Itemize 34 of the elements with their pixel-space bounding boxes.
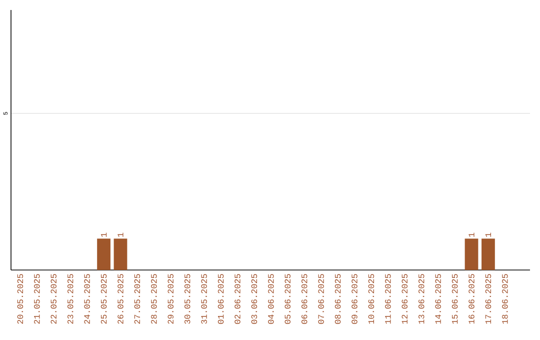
x-tick-label: 10.06.2025 (368, 274, 374, 324)
x-tick-label: 03.06.2025 (251, 274, 258, 324)
data-label: 1 (118, 232, 124, 237)
data-label: 1 (100, 232, 107, 237)
x-tick-label: 24.05.2025 (84, 274, 90, 324)
x-tick-label: 16.06.2025 (468, 274, 474, 324)
x-tick-label: 14.06.2025 (435, 274, 441, 324)
x-tick-label: 17.06.2025 (485, 274, 492, 324)
x-tick-label: 18.06.2025 (502, 274, 508, 324)
x-tick-label: 04.06.2025 (268, 274, 274, 324)
x-tick-label: 05.06.2025 (284, 274, 291, 324)
x-tick-label: 08.06.2025 (334, 274, 341, 324)
x-tick-label: 28.05.2025 (151, 274, 157, 324)
data-label: 1 (468, 232, 474, 237)
x-tick-label: 25.05.2025 (100, 274, 107, 324)
x-tick-label: 06.06.2025 (301, 274, 308, 324)
x-tick-label: 26.05.2025 (118, 274, 124, 324)
x-tick-label: 27.05.2025 (134, 274, 140, 324)
x-tick-label: 01.06.2025 (218, 274, 224, 324)
x-tick-label: 09.06.2025 (352, 274, 358, 324)
x-tick-label: 29.05.2025 (168, 274, 174, 324)
x-tick-label: 31.05.2025 (201, 274, 207, 324)
data-label: 1 (485, 232, 492, 237)
x-tick-label: 15.06.2025 (452, 274, 458, 324)
x-tick-label: 21.05.2025 (34, 274, 40, 324)
x-tick-label: 07.06.2025 (318, 274, 324, 324)
x-tick-label: 30.05.2025 (184, 274, 190, 324)
x-tick-label: 13.06.2025 (418, 274, 424, 324)
x-tick-label: 20.05.2025 (17, 274, 24, 324)
x-tick-label: 22.05.2025 (50, 274, 56, 324)
x-tick-label: 02.06.2025 (234, 274, 240, 324)
x-tick-label: 23.05.2025 (67, 274, 74, 324)
x-tick-label: 11.06.2025 (385, 274, 391, 324)
x-tick-label: 12.06.2025 (402, 274, 408, 324)
